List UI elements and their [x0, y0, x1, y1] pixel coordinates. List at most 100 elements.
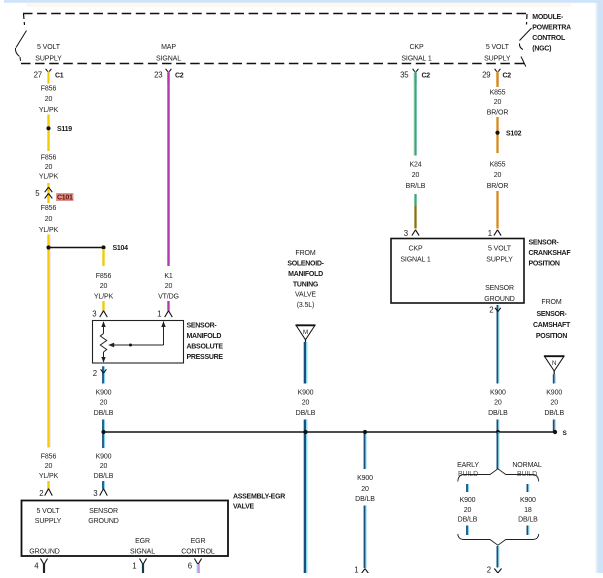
svg-text:F856: F856: [41, 453, 57, 460]
svg-text:GROUND: GROUND: [484, 296, 514, 303]
svg-text:EARLY: EARLY: [457, 462, 479, 469]
svg-text:20: 20: [45, 216, 53, 223]
svg-text:GROUND: GROUND: [29, 549, 59, 556]
svg-text:K1: K1: [164, 273, 173, 280]
svg-text:VALVE: VALVE: [233, 504, 255, 511]
svg-text:SUPPLY: SUPPLY: [35, 518, 62, 525]
svg-text:MODULE-: MODULE-: [532, 14, 564, 21]
svg-text:VT/DG: VT/DG: [158, 294, 179, 301]
svg-text:SUPPLY: SUPPLY: [484, 56, 511, 63]
svg-text:20: 20: [45, 96, 53, 103]
svg-text:ABSOLUTE: ABSOLUTE: [187, 343, 224, 350]
svg-text:DB/LB: DB/LB: [458, 517, 478, 524]
svg-text:20: 20: [464, 507, 472, 514]
svg-text:MAP: MAP: [161, 44, 176, 51]
svg-text:27: 27: [34, 71, 42, 80]
svg-text:FROM: FROM: [295, 250, 315, 257]
svg-text:DB/LB: DB/LB: [296, 410, 316, 417]
svg-text:CONTROL: CONTROL: [532, 35, 566, 42]
svg-text:S104: S104: [113, 245, 129, 252]
svg-text:PRESSURE: PRESSURE: [187, 354, 224, 361]
svg-text:20: 20: [494, 400, 502, 407]
svg-text:20: 20: [550, 400, 558, 407]
svg-text:DB/LB: DB/LB: [488, 410, 508, 417]
svg-text:6: 6: [188, 562, 192, 571]
svg-text:2: 2: [487, 566, 491, 574]
svg-text:20: 20: [100, 463, 108, 470]
svg-text:SIGNAL 1: SIGNAL 1: [401, 56, 432, 63]
svg-text:GROUND: GROUND: [88, 518, 118, 525]
svg-text:5 VOLT: 5 VOLT: [486, 44, 510, 51]
svg-text:K855: K855: [490, 162, 506, 169]
svg-text:C2: C2: [175, 73, 184, 80]
svg-text:29: 29: [482, 71, 490, 80]
svg-text:F856: F856: [41, 205, 57, 212]
svg-text:SENSOR-: SENSOR-: [187, 323, 218, 330]
svg-text:1: 1: [157, 310, 161, 319]
svg-text:5 VOLT: 5 VOLT: [488, 246, 512, 253]
svg-text:SUPPLY: SUPPLY: [35, 56, 62, 63]
svg-text:18: 18: [524, 507, 532, 514]
svg-text:20: 20: [361, 486, 369, 493]
svg-text:TUNING: TUNING: [293, 281, 319, 288]
svg-text:ASSEMBLY-EGR: ASSEMBLY-EGR: [233, 493, 285, 500]
svg-text:EGR: EGR: [191, 538, 206, 545]
svg-text:1: 1: [488, 229, 492, 238]
svg-text:20: 20: [494, 99, 502, 106]
svg-text:S119: S119: [57, 126, 72, 133]
svg-text:YL/PK: YL/PK: [39, 473, 59, 480]
svg-text:VALVE: VALVE: [295, 292, 316, 299]
svg-text:CRANKSHAFT: CRANKSHAFT: [529, 250, 576, 257]
svg-text:C101: C101: [57, 195, 73, 202]
svg-text:BR/LB: BR/LB: [406, 183, 426, 190]
svg-text:20: 20: [100, 400, 108, 407]
svg-text:C1: C1: [55, 73, 64, 80]
svg-text:(3.5L): (3.5L): [297, 302, 315, 309]
svg-text:YL/PK: YL/PK: [94, 294, 114, 301]
svg-text:K900: K900: [520, 497, 536, 504]
svg-text:SENSOR: SENSOR: [485, 285, 514, 292]
svg-text:DB/LB: DB/LB: [518, 517, 538, 524]
svg-text:3: 3: [92, 310, 96, 319]
svg-text:5 VOLT: 5 VOLT: [37, 508, 61, 515]
svg-text:DB/LB: DB/LB: [544, 410, 564, 417]
svg-text:3: 3: [404, 229, 408, 238]
svg-text:1: 1: [354, 566, 358, 574]
svg-text:K855: K855: [490, 89, 506, 96]
svg-text:S102: S102: [506, 130, 522, 137]
svg-text:K900: K900: [298, 390, 314, 397]
svg-text:YL/PK: YL/PK: [39, 174, 59, 181]
svg-text:C2: C2: [503, 73, 512, 80]
svg-text:20: 20: [302, 400, 310, 407]
svg-text:2: 2: [489, 306, 493, 315]
svg-text:23: 23: [154, 71, 162, 80]
svg-text:POSITION: POSITION: [536, 333, 567, 340]
svg-text:CAMSHAFT: CAMSHAFT: [533, 322, 571, 329]
svg-text:20: 20: [100, 283, 108, 290]
svg-text:SENSOR-: SENSOR-: [537, 311, 568, 318]
svg-text:F856: F856: [96, 273, 112, 280]
svg-text:BR/OR: BR/OR: [487, 110, 509, 117]
svg-text:K900: K900: [96, 453, 112, 460]
svg-text:K900: K900: [357, 475, 373, 482]
svg-text:MANIFOLD: MANIFOLD: [288, 271, 323, 278]
svg-text:K900: K900: [96, 390, 112, 397]
svg-text:CKP: CKP: [409, 44, 423, 51]
svg-text:SOLENOID-: SOLENOID-: [287, 261, 324, 268]
svg-text:POSITION: POSITION: [529, 261, 560, 268]
svg-text:20: 20: [45, 164, 53, 171]
svg-text:SENSOR-: SENSOR-: [529, 240, 560, 247]
svg-text:M: M: [303, 329, 308, 336]
svg-text:SIGNAL 1: SIGNAL 1: [400, 257, 431, 264]
svg-text:(NGC): (NGC): [532, 46, 551, 53]
svg-text:20: 20: [494, 172, 502, 179]
svg-text:F856: F856: [41, 154, 57, 161]
svg-text:1: 1: [132, 562, 136, 571]
svg-text:K900: K900: [546, 390, 562, 397]
svg-text:5 VOLT: 5 VOLT: [37, 44, 61, 51]
svg-text:EGR: EGR: [135, 538, 150, 545]
svg-text:35: 35: [400, 71, 409, 80]
svg-text:CKP: CKP: [408, 246, 422, 253]
svg-text:MANIFOLD: MANIFOLD: [187, 333, 222, 340]
svg-text:SIGNAL: SIGNAL: [156, 56, 181, 63]
